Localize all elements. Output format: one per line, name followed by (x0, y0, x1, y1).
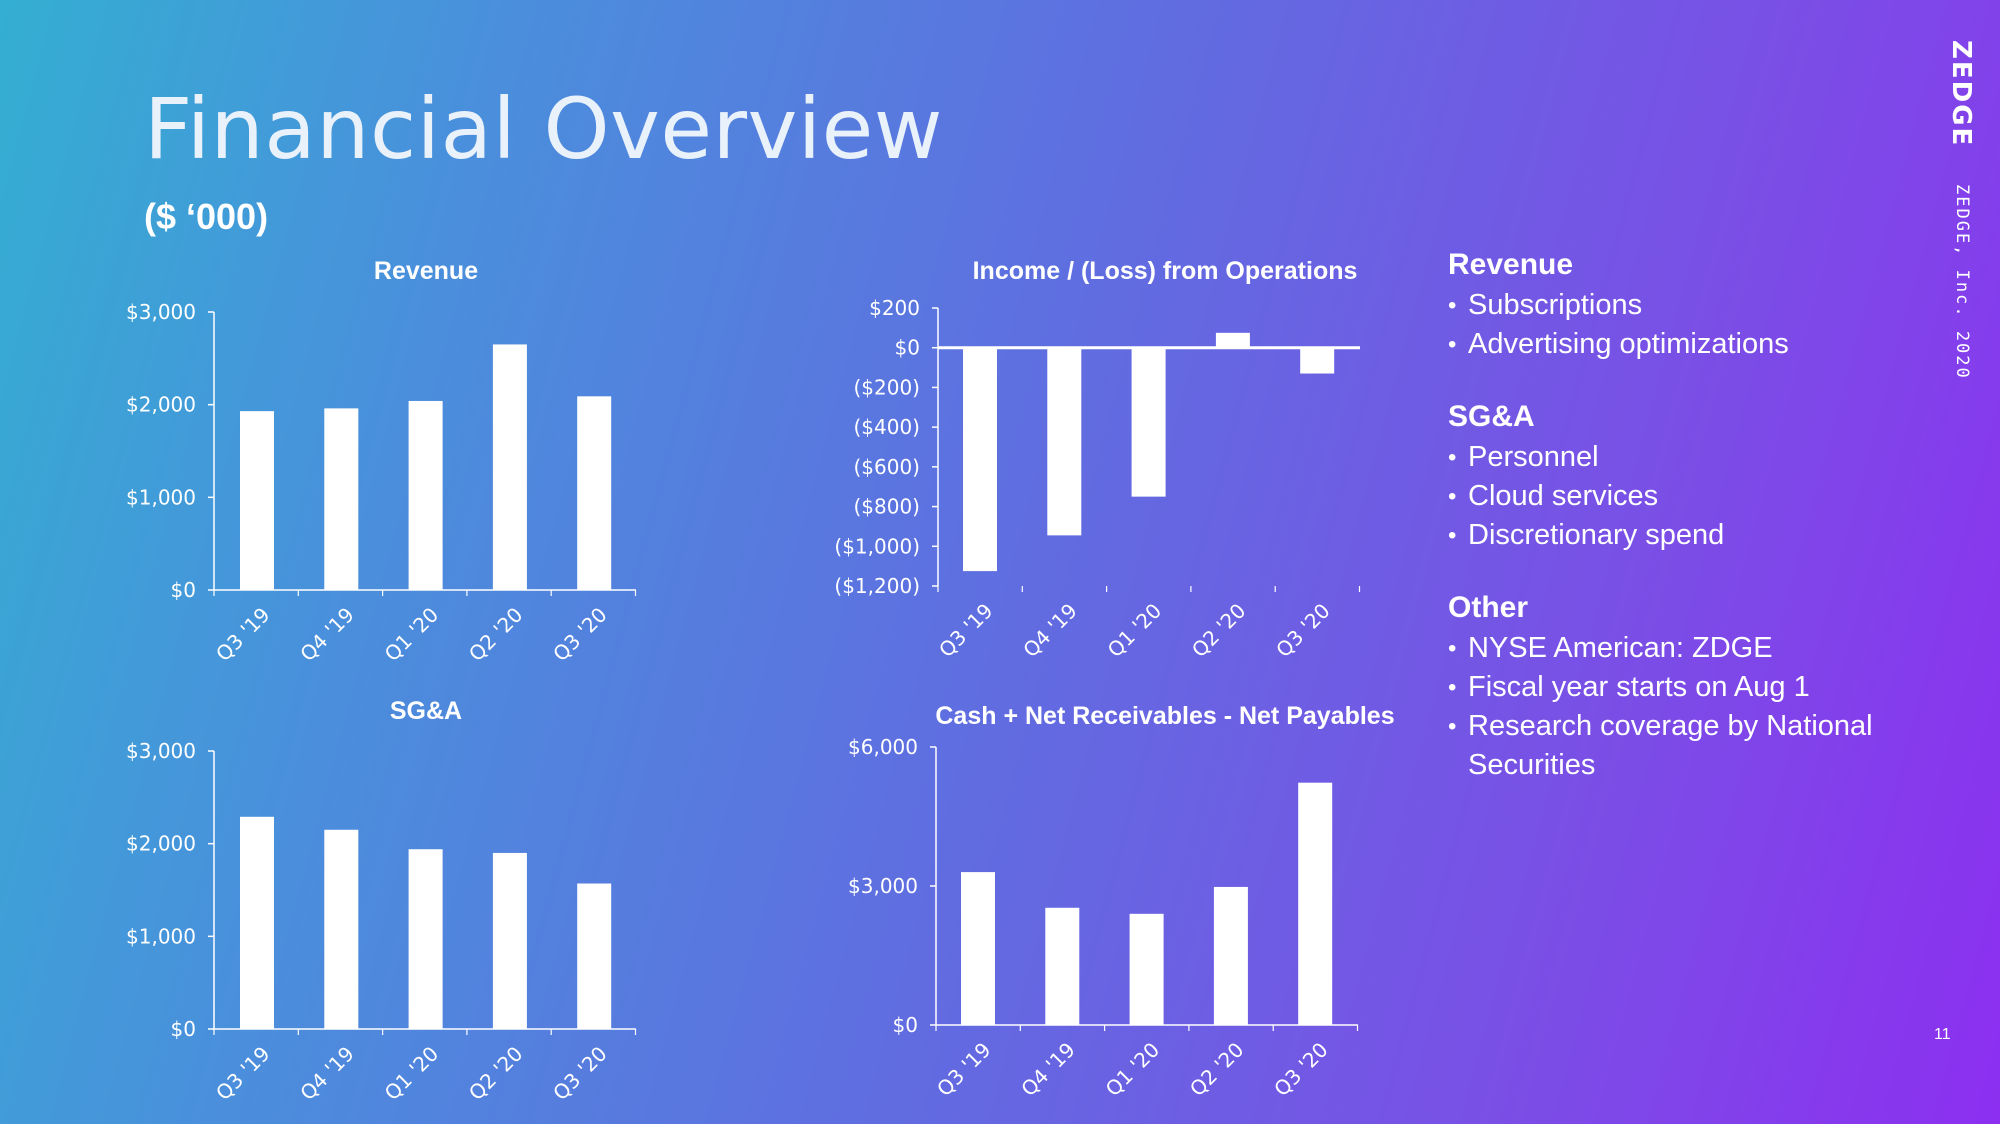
bar-1 (240, 411, 274, 590)
cash-chart: $0 $3,000 $6,000 Q3 '19 Q4 '19 Q1 '20 Q2 '20 Q3… (848, 735, 1359, 1101)
cash-chart-title: Cash + Net Receivables - Net Payables (935, 702, 1395, 730)
bar-4 (492, 852, 527, 1029)
sidebar-notes: Revenue Subscriptions Advertising optimi… (1448, 248, 1928, 821)
x-tick-label: Q1 '20 (380, 603, 443, 666)
x-tick-label: Q1 '20 (380, 1042, 443, 1105)
sidebar-heading: Revenue (1448, 248, 1574, 281)
x-tick-label: Q3 '20 (1269, 1038, 1332, 1101)
x-tick-label: Q4 '19 (295, 603, 358, 666)
bar-1 (961, 872, 995, 1025)
y-tick-label: $1,000 (126, 485, 196, 509)
bar-3 (408, 849, 443, 1029)
sga-chart: $0 $1,000 $2,000 $3,000 Q3 '19 Q4 '19 Q1 '20 Q2… (126, 739, 637, 1105)
x-tick-label: Q3 '19 (932, 1038, 995, 1101)
x-tick-label: Q3 '19 (934, 599, 997, 662)
bar-4 (492, 344, 527, 590)
x-tick-label: Q3 '20 (1271, 599, 1334, 662)
bar-1 (240, 816, 274, 1029)
page-subtitle: ($ ‘000) (144, 196, 269, 237)
x-tick-label: Q3 '20 (548, 1042, 611, 1105)
bar-1 (963, 347, 997, 572)
sidebar-item: Cloud services (1448, 477, 1928, 516)
bar-2 (324, 829, 359, 1029)
bar-3 (1131, 347, 1166, 497)
revenue-chart-title: Revenue (373, 257, 479, 285)
bar-5 (1298, 782, 1333, 1025)
income-chart-title: Income / (Loss) from Operations (972, 257, 1358, 285)
y-tick-label: ($600) (853, 455, 920, 479)
bar-4 (1213, 886, 1248, 1025)
bar-5 (1300, 347, 1335, 374)
bar-5 (577, 396, 612, 590)
x-tick-label: Q2 '20 (1187, 599, 1250, 662)
sidebar-heading: Other (1448, 591, 1529, 624)
x-tick-label: Q3 '19 (211, 1042, 274, 1105)
y-tick-label: $0 (171, 1017, 196, 1041)
y-tick-label: ($800) (853, 495, 920, 519)
y-tick-label: $2,000 (126, 393, 196, 417)
sidebar-heading: SG&A (1448, 400, 1535, 433)
y-tick-label: $6,000 (848, 735, 918, 759)
y-tick-label: $3,000 (126, 300, 196, 324)
page-number: 11 (1934, 1026, 1951, 1043)
x-tick-label: Q2 '20 (464, 1042, 527, 1105)
y-tick-label: ($1,000) (834, 534, 920, 558)
y-tick-label: $0 (895, 336, 920, 360)
sidebar-item: Subscriptions (1448, 286, 1928, 325)
sidebar-item: Advertising optimizations (1448, 325, 1928, 364)
bar-2 (324, 408, 359, 590)
sidebar-item: Research coverage by National Securities (1448, 707, 1928, 785)
y-tick-label: $3,000 (126, 739, 196, 763)
footer-copyright: ZEDGE, Inc. 2020 (1952, 184, 1972, 380)
y-tick-label: $1,000 (126, 924, 196, 948)
x-tick-label: Q4 '19 (1018, 599, 1081, 662)
bar-2 (1047, 347, 1082, 536)
x-tick-label: Q4 '19 (295, 1042, 358, 1105)
sidebar-item: Fiscal year starts on Aug 1 (1448, 668, 1928, 707)
bar-4 (1215, 332, 1250, 348)
x-tick-label: Q1 '20 (1101, 1038, 1164, 1101)
bar-2 (1045, 907, 1080, 1025)
income-chart: $200 $0 ($200) ($400) ($600) ($800) ($1,000) ($… (834, 296, 1361, 662)
bar-3 (408, 400, 443, 590)
sidebar-item: NYSE American: ZDGE (1448, 629, 1928, 668)
x-tick-label: Q3 '20 (548, 603, 611, 666)
x-tick-label: Q3 '19 (211, 603, 274, 666)
sidebar-section-other: Other NYSE American: ZDGE Fiscal year st… (1448, 591, 1928, 785)
revenue-chart: $0 $1,000 $2,000 $3,000 Q3 '19 Q4 '19 Q1 '20 Q2… (126, 300, 637, 666)
y-tick-label: $0 (171, 578, 196, 602)
y-tick-label: ($1,200) (834, 574, 920, 598)
sidebar-item: Personnel (1448, 438, 1928, 477)
bar-3 (1129, 913, 1164, 1025)
x-tick-label: Q4 '19 (1016, 1038, 1079, 1101)
y-tick-label: $0 (893, 1013, 918, 1037)
sidebar-section-revenue: Revenue Subscriptions Advertising optimi… (1448, 248, 1928, 364)
y-tick-label: ($400) (853, 415, 920, 439)
y-tick-label: ($200) (853, 375, 920, 399)
x-tick-label: Q1 '20 (1103, 599, 1166, 662)
x-tick-label: Q2 '20 (1185, 1038, 1248, 1101)
x-tick-label: Q2 '20 (464, 603, 527, 666)
sga-chart-title: SG&A (389, 697, 463, 725)
sidebar-item: Discretionary spend (1448, 516, 1928, 555)
sidebar-section-sga: SG&A Personnel Cloud services Discretion… (1448, 400, 1928, 555)
y-tick-label: $2,000 (126, 832, 196, 856)
y-tick-label: $200 (869, 296, 920, 320)
page-title: Financial Overview (144, 80, 944, 178)
zedge-logo: ZEDGE (1946, 40, 1976, 148)
y-tick-label: $3,000 (848, 874, 918, 898)
bar-5 (577, 883, 612, 1029)
